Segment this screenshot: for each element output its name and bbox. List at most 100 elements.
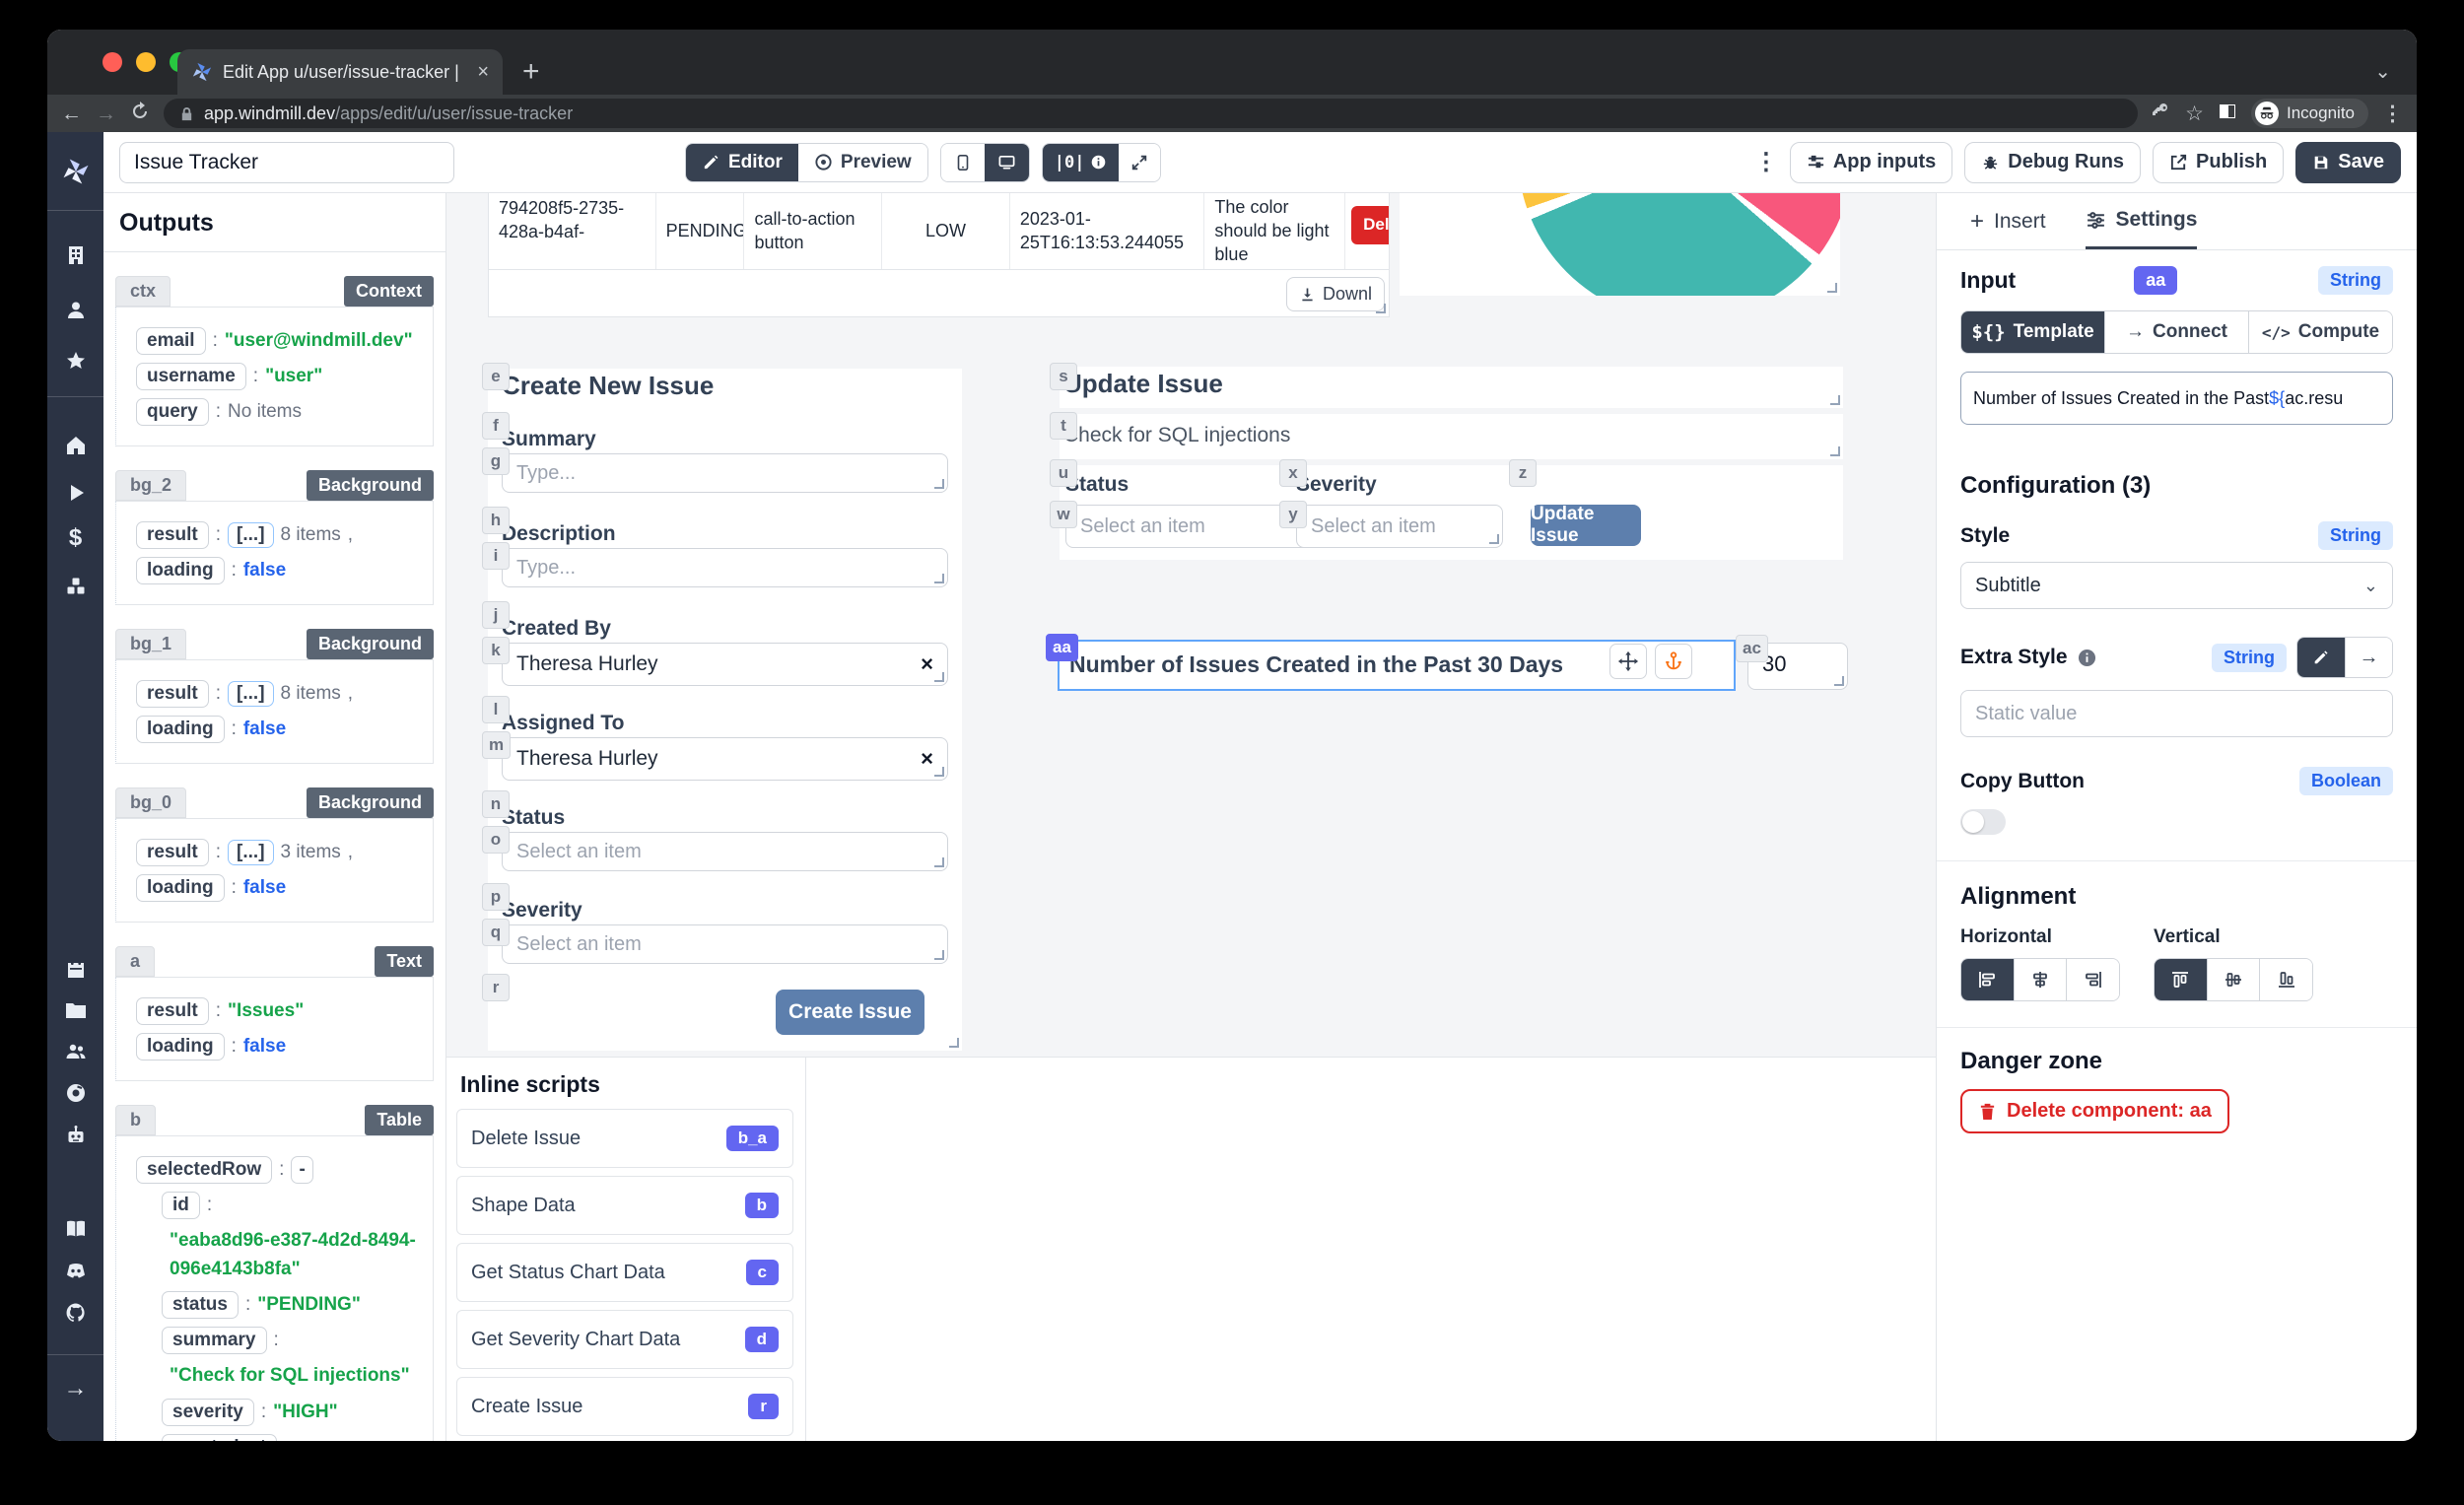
close-window-button[interactable] — [103, 52, 122, 72]
github-icon[interactable] — [63, 1300, 89, 1326]
style-select[interactable]: Subtitle ⌄ — [1960, 562, 2393, 609]
output-row[interactable]: email: "user@windmill.dev" — [136, 327, 423, 355]
component-chip[interactable]: e — [482, 363, 510, 390]
docs-book-icon[interactable] — [63, 1216, 89, 1242]
component-chip[interactable]: k — [482, 637, 510, 664]
editor-tab[interactable]: Editor — [686, 143, 798, 181]
ai-robot-icon[interactable] — [63, 1123, 89, 1148]
output-row[interactable]: summary: — [162, 1327, 423, 1354]
component-id-badge[interactable]: ctx — [115, 276, 171, 307]
script-item[interactable]: Create Issue r — [456, 1377, 793, 1436]
created-by-select[interactable]: Theresa Hurley × — [502, 643, 948, 686]
component-chip[interactable]: w — [1050, 501, 1077, 528]
edit-static-button[interactable] — [2297, 638, 2345, 677]
password-key-icon[interactable] — [2152, 102, 2171, 125]
preview-tab[interactable]: Preview — [797, 143, 927, 181]
runs-play-icon[interactable] — [63, 480, 89, 506]
description-input[interactable]: Type... — [502, 548, 948, 587]
component-chip[interactable]: t — [1050, 412, 1077, 440]
output-row[interactable]: username: "user" — [136, 363, 423, 390]
component-chip[interactable]: x — [1279, 459, 1307, 487]
severity-select[interactable]: Select an item — [502, 924, 948, 964]
workspace-icon[interactable] — [63, 242, 89, 268]
user-icon[interactable] — [63, 298, 89, 323]
tab-close-icon[interactable]: × — [477, 60, 489, 83]
copy-button-toggle[interactable] — [1960, 809, 2006, 835]
component-chip[interactable]: q — [482, 919, 510, 946]
assigned-to-select[interactable]: Theresa Hurley × — [502, 737, 948, 781]
component-chip[interactable]: f — [482, 412, 510, 440]
publish-button[interactable]: Publish — [2153, 141, 2285, 183]
more-menu-icon[interactable]: ⋮ — [1753, 149, 1778, 175]
delete-row-button[interactable]: Del — [1351, 206, 1389, 244]
resources-cubes-icon[interactable] — [63, 574, 89, 599]
output-row[interactable]: query: No items — [136, 398, 423, 426]
connect-value-button[interactable]: → — [2345, 638, 2392, 677]
discord-icon[interactable] — [63, 1258, 89, 1283]
script-item[interactable]: Delete Issue b_a — [456, 1109, 793, 1168]
output-row[interactable]: status: "PENDING" — [162, 1291, 423, 1319]
template-input[interactable]: Number of Issues Created in the Past ${a… — [1960, 372, 2393, 425]
clear-icon[interactable]: × — [921, 746, 933, 771]
desktop-view-button[interactable] — [984, 143, 1029, 181]
minimize-window-button[interactable] — [136, 52, 156, 72]
component-chip[interactable]: l — [482, 696, 510, 723]
script-item[interactable]: Get Status Chart Data c — [456, 1243, 793, 1302]
component-chip[interactable]: ac — [1736, 635, 1768, 662]
app-canvas[interactable]: 794208f5-2735-428a-b4af- PENDING call-to… — [446, 193, 1936, 1058]
template-mode-button[interactable]: ${} Template — [1961, 311, 2104, 353]
output-row[interactable]: created_at: — [162, 1433, 423, 1441]
output-row[interactable]: loading: false — [136, 557, 423, 584]
align-right-button[interactable] — [2066, 959, 2119, 1000]
browser-menu-icon[interactable]: ⋮ — [2382, 102, 2403, 125]
script-item[interactable]: Get Severity Chart Data d — [456, 1310, 793, 1369]
audit-eye-icon[interactable] — [63, 1080, 89, 1106]
delete-component-button[interactable]: Delete component: aa — [1960, 1089, 2229, 1133]
insert-tab[interactable]: + Insert — [1970, 207, 2046, 235]
component-chip[interactable]: h — [482, 507, 510, 534]
browser-tab[interactable]: Edit App u/user/issue-tracker | × — [177, 49, 503, 95]
output-row[interactable]: severity: "HIGH" — [162, 1398, 423, 1426]
save-button[interactable]: Save — [2295, 141, 2401, 183]
component-chip[interactable]: u — [1050, 459, 1077, 487]
component-chip[interactable]: n — [482, 790, 510, 818]
component-id-badge[interactable]: bg_2 — [115, 470, 187, 501]
forward-icon[interactable]: → — [96, 102, 116, 125]
component-chip[interactable]: m — [482, 731, 512, 759]
update-severity-select[interactable]: Select an item — [1296, 505, 1503, 548]
component-id-badge[interactable]: a — [115, 946, 156, 977]
groups-icon[interactable] — [63, 1039, 89, 1064]
anchor-handle[interactable] — [1655, 644, 1692, 679]
component-chip[interactable]: o — [482, 826, 510, 854]
collapse-arrow-icon[interactable]: → — [63, 1375, 88, 1402]
script-item[interactable]: Shape Data b — [456, 1176, 793, 1235]
summary-input[interactable]: Type... — [502, 453, 948, 493]
status-select[interactable]: Select an item — [502, 832, 948, 871]
component-id-badge[interactable]: bg_1 — [115, 629, 187, 659]
back-icon[interactable]: ← — [61, 102, 82, 125]
output-row[interactable]: result: [...] 3 items, — [136, 839, 423, 866]
debug-runs-button[interactable]: Debug Runs — [1964, 141, 2142, 183]
bookmark-star-icon[interactable]: ☆ — [2185, 102, 2204, 125]
mobile-view-button[interactable] — [940, 143, 985, 181]
variables-dollar-icon[interactable]: $ — [68, 524, 83, 551]
output-row[interactable]: id: — [162, 1192, 423, 1219]
download-button[interactable]: Downl — [1285, 277, 1385, 311]
update-issue-title-block[interactable]: Update Issue — [1060, 367, 1843, 408]
favorites-star-icon[interactable] — [63, 348, 89, 374]
create-issue-button[interactable]: Create Issue — [776, 990, 924, 1035]
output-row[interactable]: result: "Issues" — [136, 997, 423, 1025]
align-top-button[interactable] — [2155, 959, 2207, 1000]
home-icon[interactable] — [63, 433, 89, 458]
settings-tab[interactable]: Settings — [2085, 193, 2198, 249]
output-row[interactable]: loading: false — [136, 716, 423, 743]
output-row[interactable]: loading: false — [136, 1033, 423, 1060]
component-chip[interactable]: j — [482, 601, 510, 629]
update-issue-summary-block[interactable]: Check for SQL injections — [1060, 414, 1843, 459]
component-chip[interactable]: p — [482, 883, 510, 911]
align-bottom-button[interactable] — [2259, 959, 2312, 1000]
table-row[interactable]: 794208f5-2735-428a-b4af- PENDING call-to… — [489, 193, 1389, 269]
component-chip[interactable]: i — [482, 542, 510, 570]
table-component[interactable]: 794208f5-2735-428a-b4af- PENDING call-to… — [488, 193, 1390, 317]
windmill-logo[interactable] — [47, 132, 103, 211]
